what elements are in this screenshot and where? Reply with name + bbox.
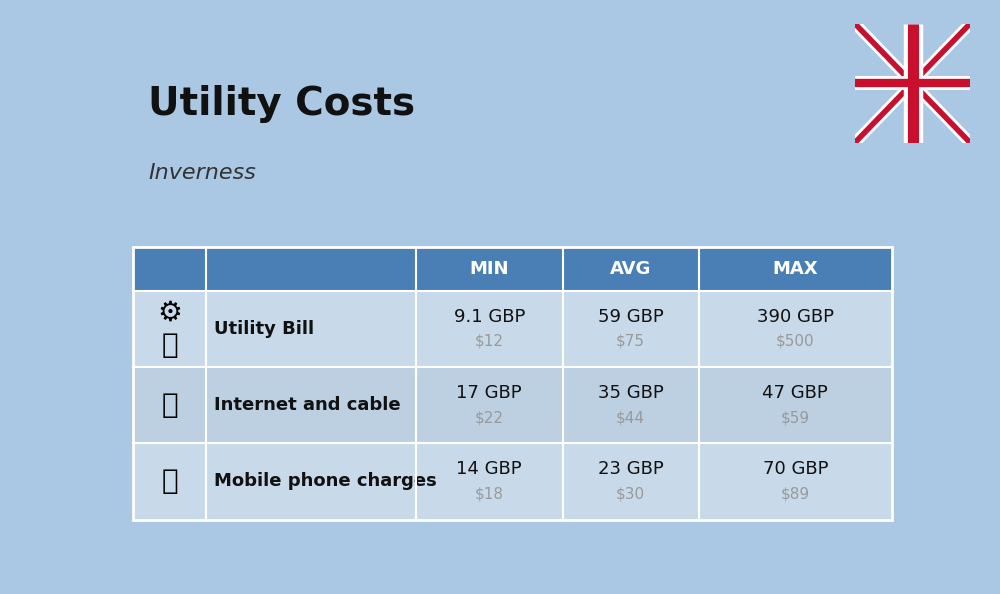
Text: 35 GBP: 35 GBP xyxy=(598,384,664,402)
Text: 17 GBP: 17 GBP xyxy=(456,384,522,402)
FancyBboxPatch shape xyxy=(133,247,892,291)
Text: MAX: MAX xyxy=(773,260,818,278)
Text: $22: $22 xyxy=(475,410,504,425)
Text: $30: $30 xyxy=(616,486,645,501)
Text: 14 GBP: 14 GBP xyxy=(456,460,522,478)
Text: ⚙
🔌: ⚙ 🔌 xyxy=(157,299,182,359)
FancyBboxPatch shape xyxy=(133,291,892,367)
Text: 390 GBP: 390 GBP xyxy=(757,308,834,326)
Text: 70 GBP: 70 GBP xyxy=(763,460,828,478)
Text: MIN: MIN xyxy=(470,260,509,278)
Text: 47 GBP: 47 GBP xyxy=(763,384,828,402)
FancyBboxPatch shape xyxy=(133,443,892,520)
Text: $59: $59 xyxy=(781,410,810,425)
Text: 59 GBP: 59 GBP xyxy=(598,308,664,326)
Text: Mobile phone charges: Mobile phone charges xyxy=(214,472,437,491)
Text: Inverness: Inverness xyxy=(148,163,256,183)
Text: Utility Bill: Utility Bill xyxy=(214,320,314,338)
Text: Internet and cable: Internet and cable xyxy=(214,396,401,414)
Text: $12: $12 xyxy=(475,334,504,349)
Text: AVG: AVG xyxy=(610,260,651,278)
FancyBboxPatch shape xyxy=(133,367,892,443)
Text: 📱: 📱 xyxy=(161,467,178,495)
Text: 📶: 📶 xyxy=(161,391,178,419)
Text: $18: $18 xyxy=(475,486,504,501)
Text: $44: $44 xyxy=(616,410,645,425)
Text: 9.1 GBP: 9.1 GBP xyxy=(454,308,525,326)
Text: $75: $75 xyxy=(616,334,645,349)
Text: $500: $500 xyxy=(776,334,815,349)
Text: 23 GBP: 23 GBP xyxy=(598,460,664,478)
Text: $89: $89 xyxy=(781,486,810,501)
Text: Utility Costs: Utility Costs xyxy=(148,85,415,123)
